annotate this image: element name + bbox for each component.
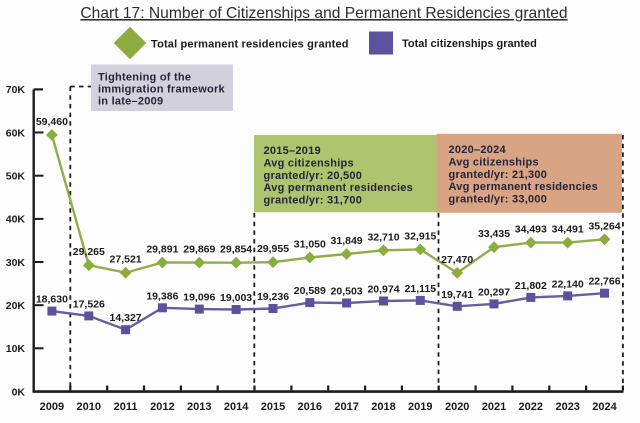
svg-text:14,327: 14,327 xyxy=(110,312,142,324)
svg-text:granted/yr: 20,500: granted/yr: 20,500 xyxy=(264,170,363,182)
svg-text:27,470: 27,470 xyxy=(441,254,473,266)
svg-text:Avg permanent residencies: Avg permanent residencies xyxy=(264,182,414,194)
svg-text:Avg citizenships: Avg citizenships xyxy=(264,157,354,169)
svg-text:35,264: 35,264 xyxy=(588,220,620,232)
svg-text:10K: 10K xyxy=(6,343,26,355)
svg-text:in late–2009: in late–2009 xyxy=(98,96,163,108)
svg-text:60K: 60K xyxy=(6,127,26,139)
svg-text:19,096: 19,096 xyxy=(183,292,215,304)
svg-text:2022: 2022 xyxy=(519,401,543,413)
svg-text:70K: 70K xyxy=(6,84,26,96)
svg-text:34,493: 34,493 xyxy=(515,224,547,236)
svg-text:Total permanent residencies gr: Total permanent residencies granted xyxy=(151,39,349,51)
svg-text:29,955: 29,955 xyxy=(257,243,289,255)
svg-text:19,236: 19,236 xyxy=(257,291,289,303)
svg-text:29,854: 29,854 xyxy=(220,244,252,256)
svg-text:29,265: 29,265 xyxy=(73,246,105,258)
svg-text:Avg citizenships: Avg citizenships xyxy=(449,156,539,168)
svg-text:22,766: 22,766 xyxy=(588,276,620,288)
svg-text:2018: 2018 xyxy=(371,401,395,413)
svg-text:29,891: 29,891 xyxy=(146,244,178,256)
svg-text:21,802: 21,802 xyxy=(515,280,547,292)
svg-text:Avg permanent residencies: Avg permanent residencies xyxy=(449,181,599,193)
svg-text:32,710: 32,710 xyxy=(367,231,399,243)
svg-text:20,589: 20,589 xyxy=(294,285,326,297)
svg-text:2021: 2021 xyxy=(482,401,506,413)
svg-text:2009: 2009 xyxy=(40,401,64,413)
svg-text:32,915: 32,915 xyxy=(404,230,436,242)
svg-text:20,503: 20,503 xyxy=(331,286,363,298)
svg-text:33,435: 33,435 xyxy=(478,228,510,240)
svg-text:19,741: 19,741 xyxy=(441,289,473,301)
svg-text:2020–2024: 2020–2024 xyxy=(449,144,507,156)
svg-text:2014: 2014 xyxy=(224,401,249,413)
svg-text:granted/yr: 33,000: granted/yr: 33,000 xyxy=(449,194,548,206)
svg-text:2016: 2016 xyxy=(298,401,322,413)
svg-text:29,869: 29,869 xyxy=(183,244,215,256)
svg-text:Chart 17: Number of Citizenshi: Chart 17: Number of Citizenships and Per… xyxy=(80,5,567,22)
svg-text:Total citizenships granted: Total citizenships granted xyxy=(402,38,537,50)
svg-text:19,003: 19,003 xyxy=(220,292,252,304)
svg-text:50K: 50K xyxy=(6,171,26,183)
svg-text:2017: 2017 xyxy=(334,401,358,413)
svg-text:2019: 2019 xyxy=(408,401,432,413)
svg-text:2015: 2015 xyxy=(261,401,285,413)
svg-text:immigration framework: immigration framework xyxy=(98,84,226,96)
svg-text:17,526: 17,526 xyxy=(73,298,105,310)
svg-text:30K: 30K xyxy=(6,257,26,269)
svg-text:20,297: 20,297 xyxy=(478,286,510,298)
svg-text:2013: 2013 xyxy=(187,401,211,413)
svg-text:Tightening of the: Tightening of the xyxy=(98,72,191,84)
svg-text:2024: 2024 xyxy=(592,401,617,413)
svg-text:59,460: 59,460 xyxy=(36,116,68,128)
svg-text:31,849: 31,849 xyxy=(331,235,363,247)
svg-text:2011: 2011 xyxy=(114,401,138,413)
svg-text:2012: 2012 xyxy=(150,401,174,413)
svg-text:20K: 20K xyxy=(6,300,26,312)
svg-text:19,386: 19,386 xyxy=(146,290,178,302)
svg-text:34,491: 34,491 xyxy=(552,224,584,236)
svg-text:2023: 2023 xyxy=(555,401,579,413)
svg-text:2015–2019: 2015–2019 xyxy=(264,145,321,157)
svg-text:40K: 40K xyxy=(6,214,26,226)
svg-text:granted/yr: 31,700: granted/yr: 31,700 xyxy=(264,195,363,207)
svg-text:20,974: 20,974 xyxy=(367,284,399,296)
svg-text:granted/yr: 21,300: granted/yr: 21,300 xyxy=(449,169,548,181)
svg-text:18,630: 18,630 xyxy=(36,294,68,306)
svg-text:22,140: 22,140 xyxy=(552,278,584,290)
svg-text:0K: 0K xyxy=(12,386,26,398)
svg-text:2020: 2020 xyxy=(445,401,469,413)
svg-text:21,115: 21,115 xyxy=(405,283,437,295)
svg-text:2010: 2010 xyxy=(77,401,101,413)
svg-text:27,521: 27,521 xyxy=(110,254,142,266)
svg-text:31,050: 31,050 xyxy=(294,239,326,251)
